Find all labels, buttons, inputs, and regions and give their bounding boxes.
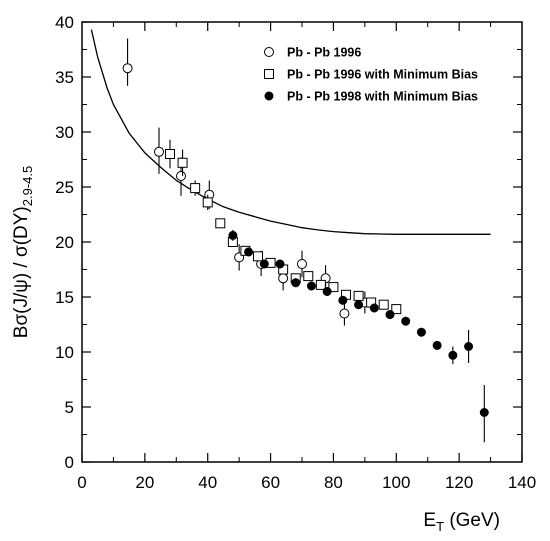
data-point [291, 278, 301, 288]
data-point [416, 327, 426, 337]
data-point [479, 408, 489, 417]
x-tick-label: 80 [324, 473, 343, 492]
data-point [275, 259, 285, 269]
data-point [369, 303, 379, 313]
x-axis-title-sub: T [436, 519, 444, 534]
y-tick-label: 25 [55, 178, 74, 197]
data-point [339, 308, 350, 319]
y-tick-label: 15 [55, 288, 74, 307]
data-point [315, 279, 326, 290]
series-2 [165, 139, 402, 315]
y-tick-label: 30 [55, 123, 74, 142]
data-point [353, 290, 364, 301]
data-point [354, 300, 364, 310]
x-tick-label: 40 [198, 473, 217, 492]
series-3 [228, 229, 489, 443]
y-axis-title-main: Bσ(J/ψ) / σ(DY) [11, 206, 32, 338]
data-point [228, 230, 238, 240]
data-point [297, 259, 307, 269]
legend: Pb - Pb 1996 Pb - Pb 1996 with Minimum Bi… [264, 46, 478, 104]
data-point [448, 350, 458, 360]
x-tick-label: 0 [77, 473, 86, 492]
data-point [328, 282, 339, 293]
data-point [176, 171, 186, 181]
data-point [303, 271, 314, 282]
legend-label-2: Pb - Pb 1996 with Minimum Bias [287, 68, 478, 82]
x-tick-label: 100 [382, 473, 410, 492]
data-point [259, 259, 269, 269]
x-tick-label: 20 [135, 473, 154, 492]
data-point [253, 251, 263, 262]
y-tick-label: 5 [65, 398, 74, 417]
x-tick-label: 120 [445, 473, 473, 492]
data-point [122, 63, 133, 74]
data-point [401, 316, 411, 326]
data-point [464, 342, 474, 351]
x-axis-title-unit: (GeV) [444, 510, 500, 531]
data-points-layer [122, 38, 489, 443]
legend-marker-3 [264, 91, 274, 101]
y-tick-label: 0 [65, 453, 74, 472]
legend-label-3: Pb - Pb 1998 with Minimum Bias [287, 90, 478, 104]
data-point [154, 146, 164, 157]
y-tick-label: 40 [55, 13, 74, 32]
y-tick-label: 35 [55, 68, 74, 87]
data-point [306, 281, 316, 291]
y-axis-title: Bσ(J/ψ) / σ(DY)2.9-4.5 [11, 166, 35, 338]
legend-marker-2 [264, 69, 274, 79]
data-point [278, 273, 289, 284]
x-axis-title: ET (GeV) [423, 510, 500, 534]
legend-label-1: Pb - Pb 1996 [287, 46, 361, 60]
legend-marker-1 [264, 47, 274, 57]
data-point [190, 183, 201, 194]
data-point [244, 247, 254, 257]
y-tick-label: 20 [55, 233, 74, 252]
y-tick-label: 10 [55, 343, 74, 362]
data-point [165, 149, 175, 159]
data-point [215, 218, 226, 229]
theory-curve-layer [90, 29, 491, 235]
data-point [385, 310, 395, 320]
data-point [338, 295, 348, 305]
data-point [378, 299, 389, 310]
y-axis-title-sub: 2.9-4.5 [20, 166, 35, 206]
plot-frame [81, 21, 523, 463]
x-axis-title-main: E [423, 510, 436, 531]
data-point [322, 287, 332, 296]
data-point [391, 304, 402, 315]
x-tick-label: 60 [261, 473, 280, 492]
theory-curve [90, 29, 491, 235]
data-point [432, 340, 442, 350]
axis-ticks: 0 20 40 60 80 100 120 140 0 5 10 15 20 25 30 35 40 [55, 13, 536, 492]
data-point [177, 157, 188, 168]
x-tick-label: 140 [508, 473, 536, 492]
data-point [202, 197, 213, 208]
